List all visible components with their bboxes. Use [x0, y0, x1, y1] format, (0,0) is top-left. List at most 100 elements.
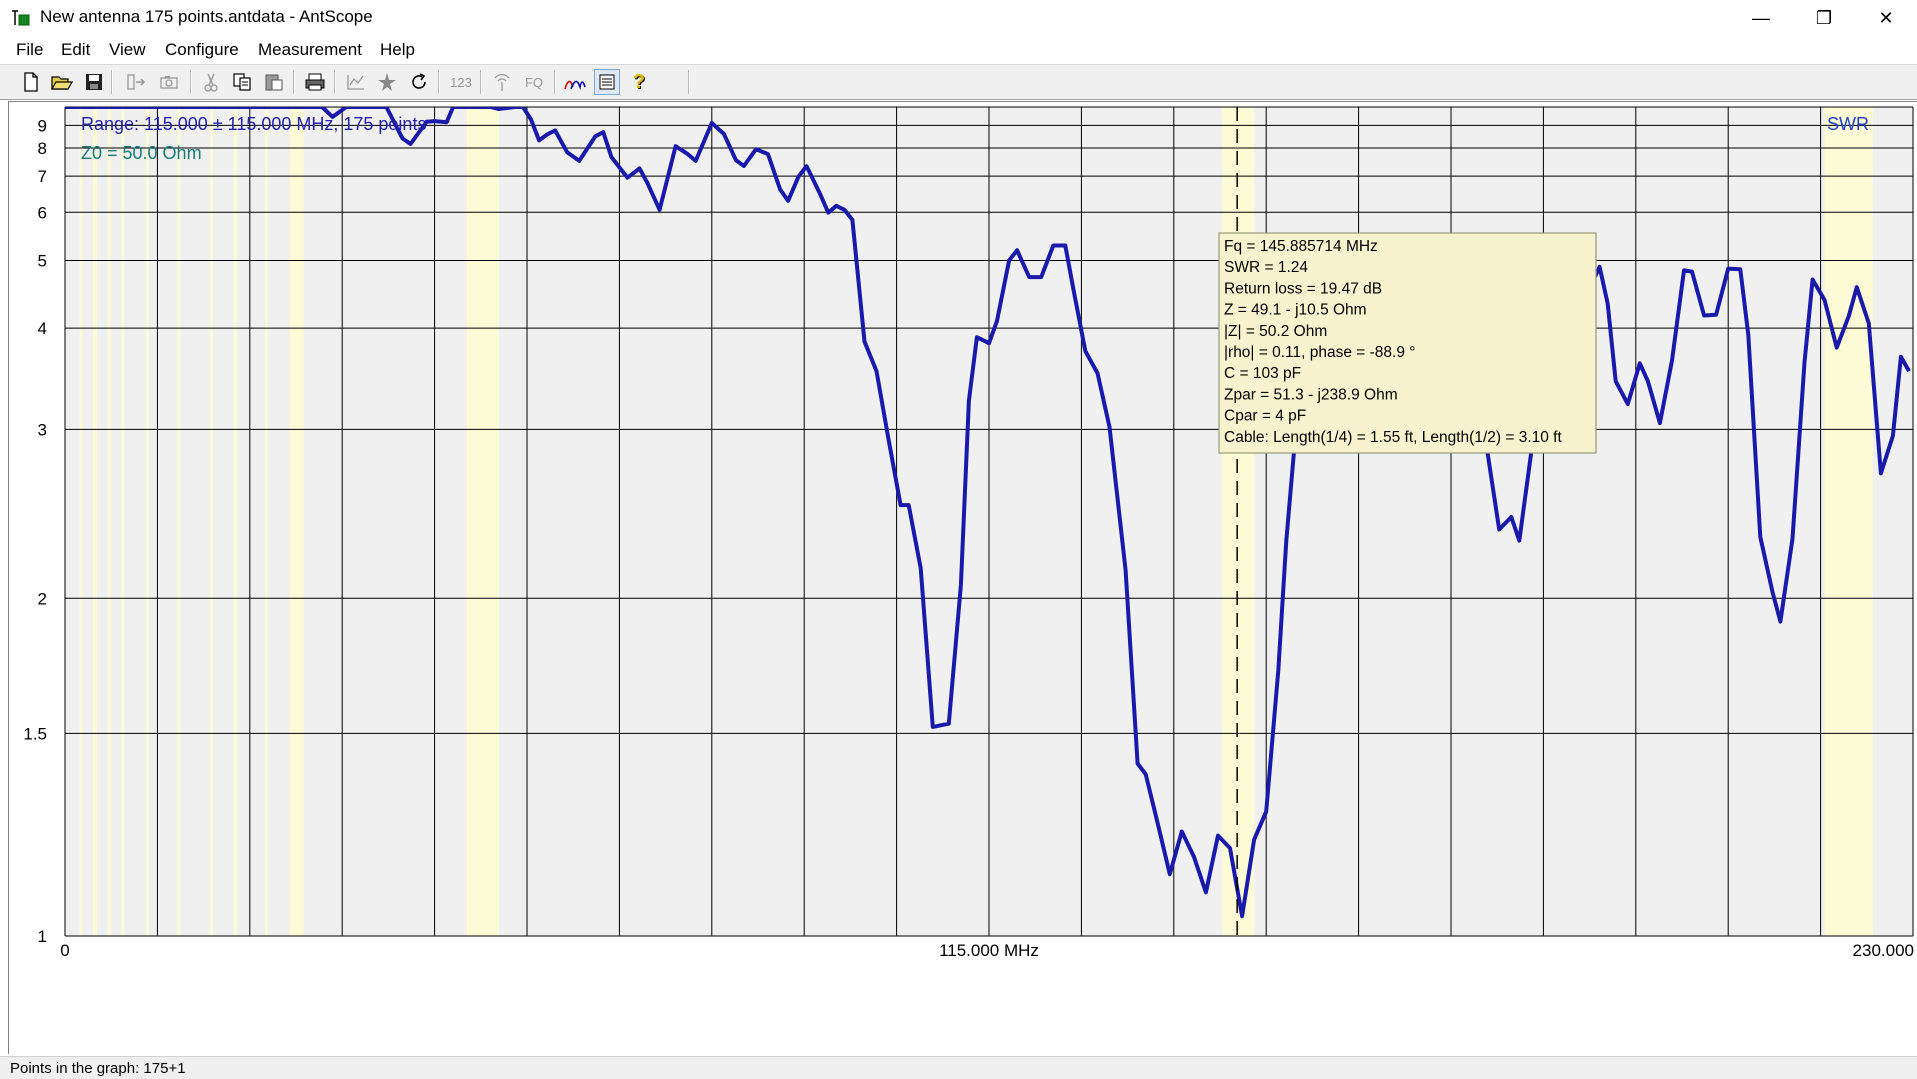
menu-help[interactable]: Help [380, 40, 415, 59]
export-icon [127, 74, 146, 90]
band-highlight [1824, 107, 1873, 936]
marker-readout-line: C = 103 pF [1224, 365, 1301, 382]
grid [64, 106, 1914, 937]
marker-readout-line: Z = 49.1 - j10.5 Ohm [1224, 302, 1367, 319]
copy-button[interactable] [229, 69, 255, 95]
y-tick-label: 3 [38, 420, 47, 439]
window-title: New antenna 175 points.antdata - AntScop… [40, 7, 373, 26]
print-button[interactable] [302, 69, 328, 95]
marker-readout-line: Fq = 145.885714 MHz [1224, 238, 1378, 255]
restore-icon: ❐ [1815, 7, 1833, 28]
band-highlight [1222, 107, 1255, 936]
chart-button[interactable] [343, 69, 369, 95]
toolbar-separator [688, 70, 690, 94]
cut-button[interactable] [198, 69, 224, 95]
band-highlight [289, 107, 304, 936]
toolbar-separator [293, 70, 295, 94]
menu-configure[interactable]: Configure [165, 40, 239, 59]
range-label: Range: 115.000 ± 115.000 MHz, 175 points [81, 114, 426, 134]
help-button[interactable]: ? [626, 69, 652, 95]
swr-trace [65, 107, 1911, 919]
y-tick-label: 7 [38, 167, 47, 186]
menu-measurement[interactable]: Measurement [258, 40, 362, 59]
marker-readout-line: |rho| = 0.11, phase = -88.9 ° [1224, 344, 1415, 361]
band-highlight [264, 107, 268, 936]
star-icon [378, 73, 396, 91]
list-button[interactable] [594, 69, 620, 95]
swr-graph[interactable]: 9 8 7 6 5 4 3 2 1.5 1 0 115.000 MHz 230.000 Range: … [9, 102, 1917, 1054]
x-axis-labels: 0 115.000 MHz 230.000 [60, 941, 1914, 960]
band-highlight [146, 107, 150, 936]
band-highlight [233, 107, 238, 936]
curves-button[interactable] [562, 69, 588, 95]
y-tick-label: 4 [38, 319, 47, 338]
marker-readout-line: SWR = 1.24 [1224, 259, 1308, 276]
band-highlight [466, 107, 499, 936]
band-highlight [107, 107, 111, 936]
minimize-button[interactable]: — [1730, 0, 1792, 36]
numbers-button[interactable]: 123 [448, 69, 474, 95]
new-file-button[interactable] [18, 69, 44, 95]
toolbar: 123 FQ ? [0, 64, 1917, 100]
status-bar: Points in the graph: 175+1 [0, 1056, 1917, 1079]
graph-panel: 9 8 7 6 5 4 3 2 1.5 1 0 115.000 MHz 230.000 Range: … [8, 101, 1917, 1054]
marker-readout: Fq = 145.885714 MHz SWR = 1.24 Return loss… [1218, 232, 1597, 454]
antenna-icon [494, 74, 510, 91]
chart-icon [347, 75, 364, 90]
title-bar: New antenna 175 points.antdata - AntScop… [0, 0, 1917, 38]
menu-bar: File Edit View Configure Measurement Hel… [0, 38, 1917, 64]
band-highlight [93, 107, 98, 936]
toolbar-separator [334, 70, 336, 94]
marker-readout-line: Cable: Length(1/4) = 1.55 ft, Length(1/2… [1224, 429, 1562, 446]
menu-file[interactable]: File [16, 40, 44, 59]
cut-icon [204, 73, 218, 92]
marker-readout-line: |Z| = 50.2 Ohm [1224, 323, 1327, 340]
refresh-icon [412, 73, 426, 89]
camera-icon [160, 76, 178, 89]
toolbar-separator [111, 70, 113, 94]
open-button[interactable] [49, 69, 75, 95]
save-button[interactable] [81, 69, 107, 95]
y-tick-label: 2 [38, 589, 47, 608]
menu-edit[interactable]: Edit [61, 40, 91, 59]
menu-view[interactable]: View [109, 40, 146, 59]
copy-icon [233, 73, 251, 91]
band-highlight [177, 107, 181, 936]
marker-readout-line: Zpar = 51.3 - j238.9 Ohm [1224, 386, 1398, 403]
star-button[interactable] [374, 69, 400, 95]
fq-button[interactable]: FQ [521, 69, 547, 95]
restore-button[interactable]: ❐ [1793, 0, 1855, 36]
y-tick-label: 1.5 [23, 724, 47, 743]
numbers-icon: 123 [450, 74, 472, 90]
save-icon [86, 74, 102, 90]
close-button[interactable]: ✕ [1855, 0, 1917, 36]
y-tick-label: 5 [38, 252, 47, 271]
y-tick-label: 1 [38, 927, 47, 946]
toolbar-separator [554, 70, 556, 94]
antenna-button[interactable] [489, 69, 515, 95]
x-tick-label: 115.000 MHz [939, 941, 1039, 960]
close-icon: ✕ [1878, 7, 1894, 28]
print-icon [305, 73, 325, 91]
screenshot-button[interactable] [156, 69, 182, 95]
minimize-icon: — [1752, 7, 1770, 28]
help-icon: ? [632, 70, 646, 93]
export-button[interactable] [123, 69, 149, 95]
new-file-icon [24, 72, 38, 92]
x-tick-label: 230.000 [1853, 941, 1914, 960]
curves-icon [564, 80, 586, 91]
y-tick-label: 8 [38, 139, 47, 158]
y-axis-labels: 9 8 7 6 5 4 3 2 1.5 1 [23, 116, 47, 946]
x-tick-label: 0 [60, 941, 69, 960]
band-highlight [121, 107, 125, 936]
toolbar-separator [480, 70, 482, 94]
refresh-button[interactable] [406, 69, 432, 95]
z0-label: Z0 = 50.0 Ohm [81, 143, 202, 163]
band-highlight [79, 107, 83, 936]
toolbar-separator [190, 70, 192, 94]
marker-readout-line: Return loss = 19.47 dB [1224, 280, 1382, 297]
marker-readout-line: Cpar = 4 pF [1224, 408, 1306, 425]
toolbar-separator [438, 70, 440, 94]
paste-button[interactable] [261, 69, 287, 95]
points-count-status: Points in the graph: 175+1 [10, 1060, 186, 1077]
